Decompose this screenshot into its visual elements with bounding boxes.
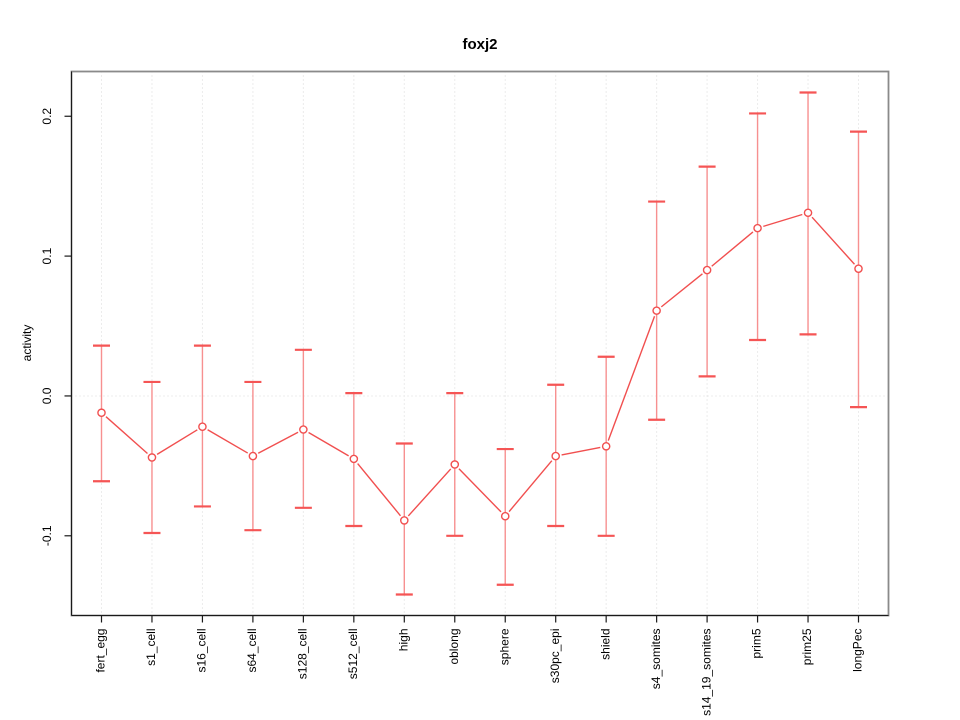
data-point (399, 516, 409, 525)
series-segment (607, 316, 656, 441)
data-point (854, 264, 863, 273)
series-segment (207, 429, 249, 454)
y-axis-title: activity (20, 324, 34, 362)
series-segment (763, 213, 803, 228)
x-tick-label: prim5 (750, 628, 764, 658)
series-segment (660, 273, 703, 308)
data-point (147, 453, 157, 462)
series-segment (105, 416, 148, 455)
series-segment (458, 468, 502, 513)
x-tick-label: s14_19_somites (699, 629, 713, 716)
x-tick-label: sphere (497, 628, 511, 665)
y-tick-label: -0.1 (40, 525, 54, 546)
data-point (551, 451, 561, 461)
series-segment (561, 446, 601, 456)
x-tick-label: high (396, 629, 410, 652)
x-tick-label: s512_cell (346, 629, 360, 680)
series-segment (308, 431, 349, 457)
x-tick-label: s16_cell (195, 629, 209, 673)
y-tick-label: 0.1 (40, 247, 54, 264)
data-point (349, 454, 359, 464)
y-tick-label: 0.0 (40, 387, 54, 404)
series-segment (407, 468, 452, 517)
x-tick-label: oblong (447, 629, 461, 665)
data-point (299, 425, 308, 434)
data-point (753, 223, 762, 233)
data-point (500, 511, 510, 521)
data-point (198, 422, 207, 432)
series-segment (711, 231, 754, 267)
series-segment (508, 460, 553, 513)
chart-title: foxj2 (462, 36, 498, 53)
x-tick-label: s64_cell (245, 629, 259, 673)
series-segment (811, 216, 856, 265)
series-segment (357, 463, 402, 517)
x-tick-label: s30pc_epi (548, 629, 562, 684)
data-point (702, 265, 712, 275)
x-tick-label: s128_cell (296, 629, 310, 680)
data-point (803, 208, 813, 218)
y-tick-label: 0.2 (40, 108, 54, 125)
x-tick-label: prim25 (800, 628, 814, 665)
x-tick-label: s1_cell (144, 629, 158, 666)
data-point (248, 451, 258, 461)
series-segment (257, 431, 299, 454)
x-tick-label: shield (598, 629, 612, 660)
data-point (652, 306, 661, 315)
plot-box (70, 70, 890, 617)
data-point (97, 408, 106, 418)
x-tick-label: fert_egg (94, 629, 108, 673)
x-tick-label: longPec (851, 629, 865, 672)
series-segment (156, 429, 198, 455)
x-tick-label: s4_somites (649, 629, 663, 690)
data-point (601, 441, 611, 451)
data-point (450, 460, 460, 469)
